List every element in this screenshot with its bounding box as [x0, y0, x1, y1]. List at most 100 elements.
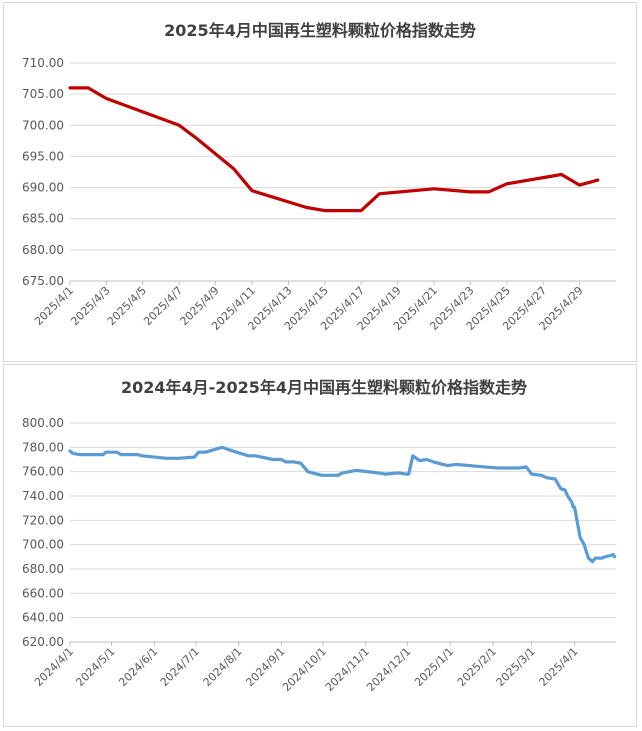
data-point	[612, 553, 614, 556]
data-point	[284, 461, 287, 463]
x-tick-label: 2025/4/3	[68, 284, 112, 328]
y-tick-label: 740.00	[22, 489, 64, 503]
data-point	[601, 557, 603, 559]
data-point	[247, 455, 250, 457]
y-tick-label: 700.00	[22, 538, 64, 552]
data-point	[87, 87, 89, 89]
y-tick-label: 675.00	[22, 274, 64, 288]
data-point	[174, 457, 176, 460]
y-tick-label: 680.00	[22, 562, 64, 576]
y-tick-label: 760.00	[22, 465, 64, 479]
y-tick-label: 620.00	[22, 635, 64, 649]
x-tick-label: 2025/3/1	[494, 645, 538, 689]
data-point	[518, 467, 520, 469]
x-axis-ticks: 2025/4/12025/4/32025/4/52025/4/72025/4/9…	[32, 281, 586, 333]
data-point	[583, 543, 585, 546]
data-point	[546, 477, 548, 479]
y-tick-label: 680.00	[22, 243, 64, 257]
data-point	[233, 168, 235, 170]
y-tick-label: 700.00	[22, 118, 64, 132]
data-point	[320, 474, 323, 477]
data-point	[469, 191, 472, 193]
data-point	[177, 457, 179, 460]
series-group	[68, 445, 617, 564]
data-point	[432, 461, 435, 463]
data-point	[482, 466, 485, 468]
data-point	[196, 138, 199, 140]
chart-title: 2025年4月中国再生塑料颗粒价格指数走势	[164, 21, 476, 40]
data-point	[136, 453, 139, 456]
data-point	[433, 188, 435, 190]
data-point	[197, 451, 200, 453]
data-point	[609, 554, 612, 557]
data-point	[324, 209, 326, 212]
data-point	[407, 473, 410, 475]
data-point	[597, 179, 599, 181]
data-point	[221, 446, 223, 449]
data-point	[579, 536, 581, 539]
data-point	[360, 209, 363, 212]
y-tick-label: 690.00	[22, 181, 64, 195]
data-point	[105, 97, 108, 100]
data-point	[594, 557, 597, 559]
x-tick-label: 2024/11/1	[323, 645, 372, 694]
chart-panel-yearly: 2024年4月-2025年4月中国再生塑料颗粒价格指数走势 620.00 640.…	[3, 364, 637, 727]
data-point	[272, 458, 275, 461]
data-point	[178, 124, 180, 127]
y-axis-ticks: 675.00 680.00 685.00 690.00 695.00 700.00 705.…	[22, 56, 64, 288]
x-tick-label: 2024/8/1	[201, 645, 245, 689]
y-tick-label: 720.00	[22, 513, 64, 527]
data-point	[355, 469, 357, 472]
data-point	[604, 556, 606, 558]
data-point	[559, 487, 562, 490]
x-tick-label: 2024/7/1	[158, 645, 202, 689]
data-point	[78, 453, 81, 456]
data-point	[446, 464, 449, 467]
data-point	[418, 459, 421, 462]
chart-title: 2024年4月-2025年4月中国再生塑料颗粒价格指数走势	[121, 378, 527, 397]
data-point	[377, 472, 380, 474]
y-tick-label: 780.00	[22, 440, 64, 454]
data-point	[254, 455, 256, 457]
data-point	[613, 556, 616, 558]
x-axis-ticks: 2024/4/12024/5/12024/6/12024/7/12024/8/1…	[32, 642, 581, 694]
data-point	[141, 455, 143, 457]
grid-lines	[70, 62, 616, 282]
x-tick-label: 2024/6/1	[116, 645, 160, 689]
data-point	[454, 463, 457, 466]
data-point	[204, 451, 207, 453]
data-point	[116, 451, 118, 453]
series-line	[68, 86, 600, 213]
y-tick-label: 705.00	[22, 87, 64, 101]
data-point	[591, 560, 594, 563]
data-point	[280, 458, 283, 461]
data-point	[573, 506, 576, 508]
data-point	[228, 449, 230, 451]
series-group	[68, 86, 600, 213]
x-tick-label: 2025/4/5	[105, 284, 149, 328]
x-tick-label: 2025/4/1	[32, 284, 76, 328]
y-tick-label: 640.00	[22, 611, 64, 625]
data-point	[425, 458, 428, 461]
data-point	[69, 87, 71, 89]
data-point	[341, 472, 344, 474]
chart-panel-monthly: 2025年4月中国再生塑料颗粒价格指数走势 675.00 680.00 685.00…	[3, 2, 637, 362]
data-point	[506, 183, 508, 185]
y-tick-label: 685.00	[22, 212, 64, 226]
y-axis-ticks: 620.00 640.00 660.00 680.00 700.00 720.00 740.…	[22, 416, 64, 649]
data-point	[166, 457, 168, 460]
data-point	[578, 184, 581, 186]
data-point	[69, 450, 71, 452]
x-tick-label: 2025/2/1	[455, 645, 499, 689]
data-point	[571, 501, 573, 503]
data-point	[307, 470, 309, 473]
data-point	[564, 489, 566, 491]
data-point	[72, 452, 74, 455]
data-point	[487, 191, 490, 193]
data-point	[193, 456, 196, 458]
data-point	[300, 462, 302, 464]
data-point	[305, 206, 308, 209]
y-tick-label: 695.00	[22, 149, 64, 163]
data-point	[293, 461, 295, 463]
data-point	[337, 474, 340, 477]
